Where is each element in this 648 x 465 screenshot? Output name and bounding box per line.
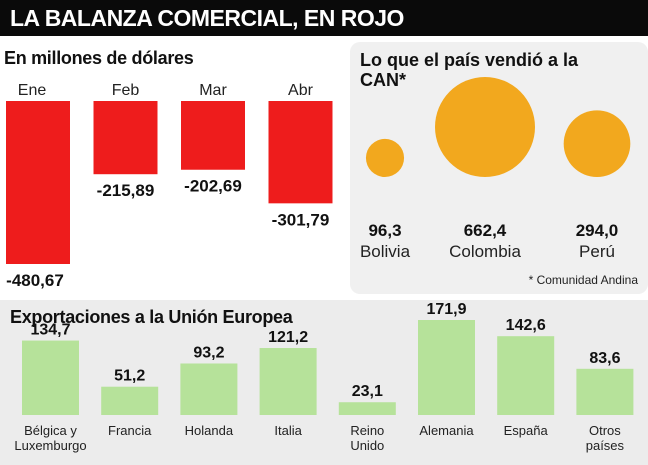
eu-country-francia: Francia xyxy=(108,423,152,438)
eu-value-espana: 142,6 xyxy=(506,317,546,334)
eu-country-holanda: Holanda xyxy=(185,423,234,438)
month-label-ene: Ene xyxy=(18,82,47,99)
eu-exports-bar-chart: 134,7 Bélgica y Luxemburgo 51,2 Francia 93,2 H… xyxy=(14,301,634,453)
eu-country-italia: Italia xyxy=(274,423,302,438)
can-country-peru: Perú xyxy=(579,242,615,261)
can-value-colombia: 662,4 xyxy=(464,221,507,240)
can-country-colombia: Colombia xyxy=(449,242,521,261)
can-bubble-bolivia xyxy=(365,138,405,177)
month-label-feb: Feb xyxy=(112,82,140,99)
eu-value-italia: 121,2 xyxy=(268,329,308,346)
can-bubble-peru xyxy=(563,110,631,177)
eu-country-espana: España xyxy=(504,423,549,438)
eu-country-belgica-y-luxemburgo: Bélgica y Luxemburgo xyxy=(14,423,86,453)
eu-bar-italia xyxy=(259,348,317,415)
can-value-peru: 294,0 xyxy=(576,221,619,240)
month-label-mar: Mar xyxy=(199,82,227,99)
eu-country-reino-unido: Reino Unido xyxy=(350,423,384,453)
eu-country-alemania: Alemania xyxy=(419,423,474,438)
eu-exports-panel: Exportaciones a la Unión Europea 134,7 Bé… xyxy=(0,300,648,465)
eu-value-holanda: 93,2 xyxy=(193,344,224,361)
can-footnote: * Comunidad Andina xyxy=(529,273,639,287)
eu-value-belgica-y-luxemburgo: 134,7 xyxy=(30,322,70,339)
eu-country-otros-paises: Otros países xyxy=(586,423,625,453)
can-sales-panel: Lo que el país vendió a la CAN* 96,3 Bolivi… xyxy=(350,42,648,294)
trade-balance-panel: En millones de dólares Ene -480,67 Feb -215… xyxy=(0,42,350,292)
deficit-value-mar: -202,69 xyxy=(184,177,242,196)
trade-balance-bar-chart: Ene -480,67 Feb -215,89 Mar -202,69 Abr -301,79 xyxy=(6,82,333,290)
can-chart-title: Lo que el país vendió a la CAN* xyxy=(360,50,579,90)
eu-value-reino-unido: 23,1 xyxy=(352,383,383,400)
eu-value-alemania: 171,9 xyxy=(426,301,466,318)
deficit-value-ene: -480,67 xyxy=(6,271,64,290)
eu-exports-chart-title: Exportaciones a la Unión Europea xyxy=(10,307,293,327)
deficit-bar-feb xyxy=(93,101,158,175)
can-value-bolivia: 96,3 xyxy=(368,221,401,240)
eu-bar-reino-unido xyxy=(338,402,396,415)
deficit-bar-abr xyxy=(268,101,333,204)
eu-bar-belgica-y-luxemburgo xyxy=(22,340,79,415)
eu-bar-alemania xyxy=(418,320,475,415)
month-label-abr: Abr xyxy=(288,82,314,99)
eu-value-otros-paises: 83,6 xyxy=(589,350,620,367)
deficit-bar-ene xyxy=(6,101,70,264)
can-bubble-colombia xyxy=(435,77,535,177)
trade-balance-chart-title: En millones de dólares xyxy=(4,48,194,68)
page-title: LA BALANZA COMERCIAL, EN ROJO xyxy=(0,0,648,36)
can-sales-bubble-chart: Lo que el país vendió a la CAN* 96,3 Bolivi… xyxy=(360,50,639,287)
eu-value-francia: 51,2 xyxy=(114,368,145,385)
deficit-value-feb: -215,89 xyxy=(97,181,155,200)
eu-bar-otros-paises xyxy=(576,368,634,415)
deficit-value-abr: -301,79 xyxy=(272,210,330,229)
eu-bar-espana xyxy=(497,336,555,415)
deficit-bar-mar xyxy=(181,101,245,170)
eu-bar-francia xyxy=(101,386,159,415)
can-country-bolivia: Bolivia xyxy=(360,242,411,261)
eu-bar-holanda xyxy=(180,363,238,415)
